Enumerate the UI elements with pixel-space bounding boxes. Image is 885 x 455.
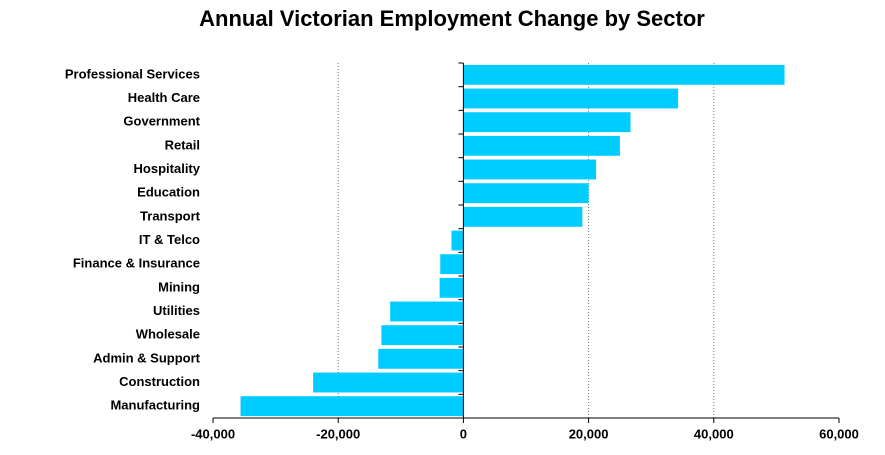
x-tick-label: 20,000 <box>569 426 609 441</box>
bar <box>463 135 620 156</box>
y-tick-label: Utilities <box>153 303 200 318</box>
x-tick-label: 0 <box>460 426 467 441</box>
bar <box>463 88 679 109</box>
bar <box>463 183 589 204</box>
bar <box>378 348 464 369</box>
y-tick-label: Wholesale <box>136 327 200 342</box>
bar <box>451 230 464 251</box>
bar <box>240 396 464 417</box>
bar <box>463 159 597 180</box>
bar <box>463 112 631 133</box>
y-tick-label: Transport <box>140 208 201 223</box>
y-tick-label: Mining <box>158 279 200 294</box>
bar <box>439 277 464 298</box>
bar <box>381 325 464 346</box>
x-tick-label: 60,000 <box>819 426 859 441</box>
bar <box>463 64 785 85</box>
x-tick-label: -20,000 <box>316 426 360 441</box>
y-tick-label: Government <box>123 114 200 129</box>
y-tick-label: Hospitality <box>134 161 201 176</box>
bar <box>440 254 464 275</box>
bar <box>463 206 583 227</box>
y-tick-label: Professional Services <box>65 66 200 81</box>
y-tick-label: Finance & Insurance <box>73 256 200 271</box>
bar <box>313 372 464 393</box>
y-tick-label: Manufacturing <box>110 398 200 413</box>
y-tick-label: Health Care <box>128 90 200 105</box>
x-tick-label: 40,000 <box>694 426 734 441</box>
y-tick-label: Construction <box>119 374 200 389</box>
chart-title: Annual Victorian Employment Change by Se… <box>199 6 705 31</box>
y-tick-label: Admin & Support <box>93 350 201 365</box>
y-tick-label: Education <box>137 185 200 200</box>
bar <box>390 301 464 322</box>
y-tick-label: Retail <box>165 137 200 152</box>
y-tick-label: IT & Telco <box>139 232 200 247</box>
x-tick-label: -40,000 <box>191 426 235 441</box>
